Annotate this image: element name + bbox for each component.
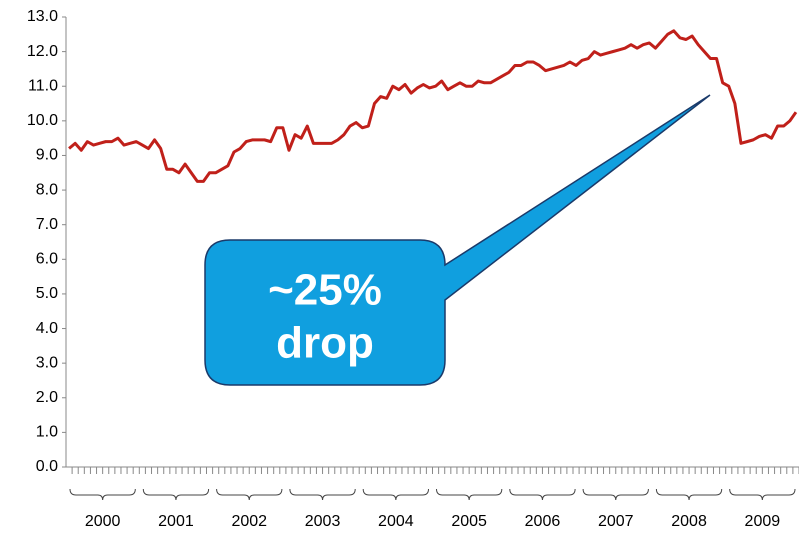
y-tick-label: 11.0 — [28, 77, 58, 94]
y-tick-label: 8.0 — [36, 181, 58, 198]
y-tick-label: 3.0 — [36, 354, 58, 371]
annotation: ~25% — [268, 266, 382, 315]
x-group-label: 2009 — [745, 513, 781, 530]
data-line — [68, 29, 798, 183]
brace — [509, 488, 576, 501]
y-tick-label: 12.0 — [27, 43, 58, 60]
y-tick-label: 9.0 — [36, 147, 58, 164]
y-tick-label: 0.0 — [36, 458, 58, 475]
x-group-label: 2000 — [85, 513, 121, 530]
brace — [289, 488, 356, 501]
brace — [69, 488, 136, 501]
x-group-label: 2001 — [158, 513, 194, 530]
brace — [729, 488, 796, 501]
brace — [582, 488, 649, 501]
x-group-label: 2002 — [231, 513, 267, 530]
brace — [216, 488, 283, 501]
callout — [204, 94, 711, 386]
plot: 0.0 1.0 2.0 3.0 4.0 5.0 6.0 7.0 8.0 9.0 10.0 11.0 12… — [27, 8, 799, 530]
y-tick-label: 7.0 — [36, 216, 58, 233]
brace — [436, 488, 503, 501]
y-tick-label: 10.0 — [27, 112, 58, 129]
brace — [142, 488, 210, 501]
x-group-label: 2005 — [451, 513, 487, 530]
y-tick-label: 6.0 — [36, 251, 58, 268]
x-group-label: 2008 — [671, 513, 707, 530]
y-tick-label: 2.0 — [36, 389, 58, 406]
brace — [362, 488, 429, 501]
y-tick-label: 4.0 — [36, 320, 58, 337]
x-group-label: 2003 — [305, 513, 341, 530]
x-group-label: 2004 — [378, 513, 414, 530]
brace — [655, 488, 723, 501]
y-tick-label: 1.0 — [36, 424, 58, 441]
x-group-label: 2007 — [598, 513, 634, 530]
y-tick-label: 13.0 — [27, 8, 58, 25]
annotation: drop — [276, 319, 374, 368]
x-group-label: 2006 — [525, 513, 561, 530]
y-tick-label: 5.0 — [36, 285, 58, 302]
